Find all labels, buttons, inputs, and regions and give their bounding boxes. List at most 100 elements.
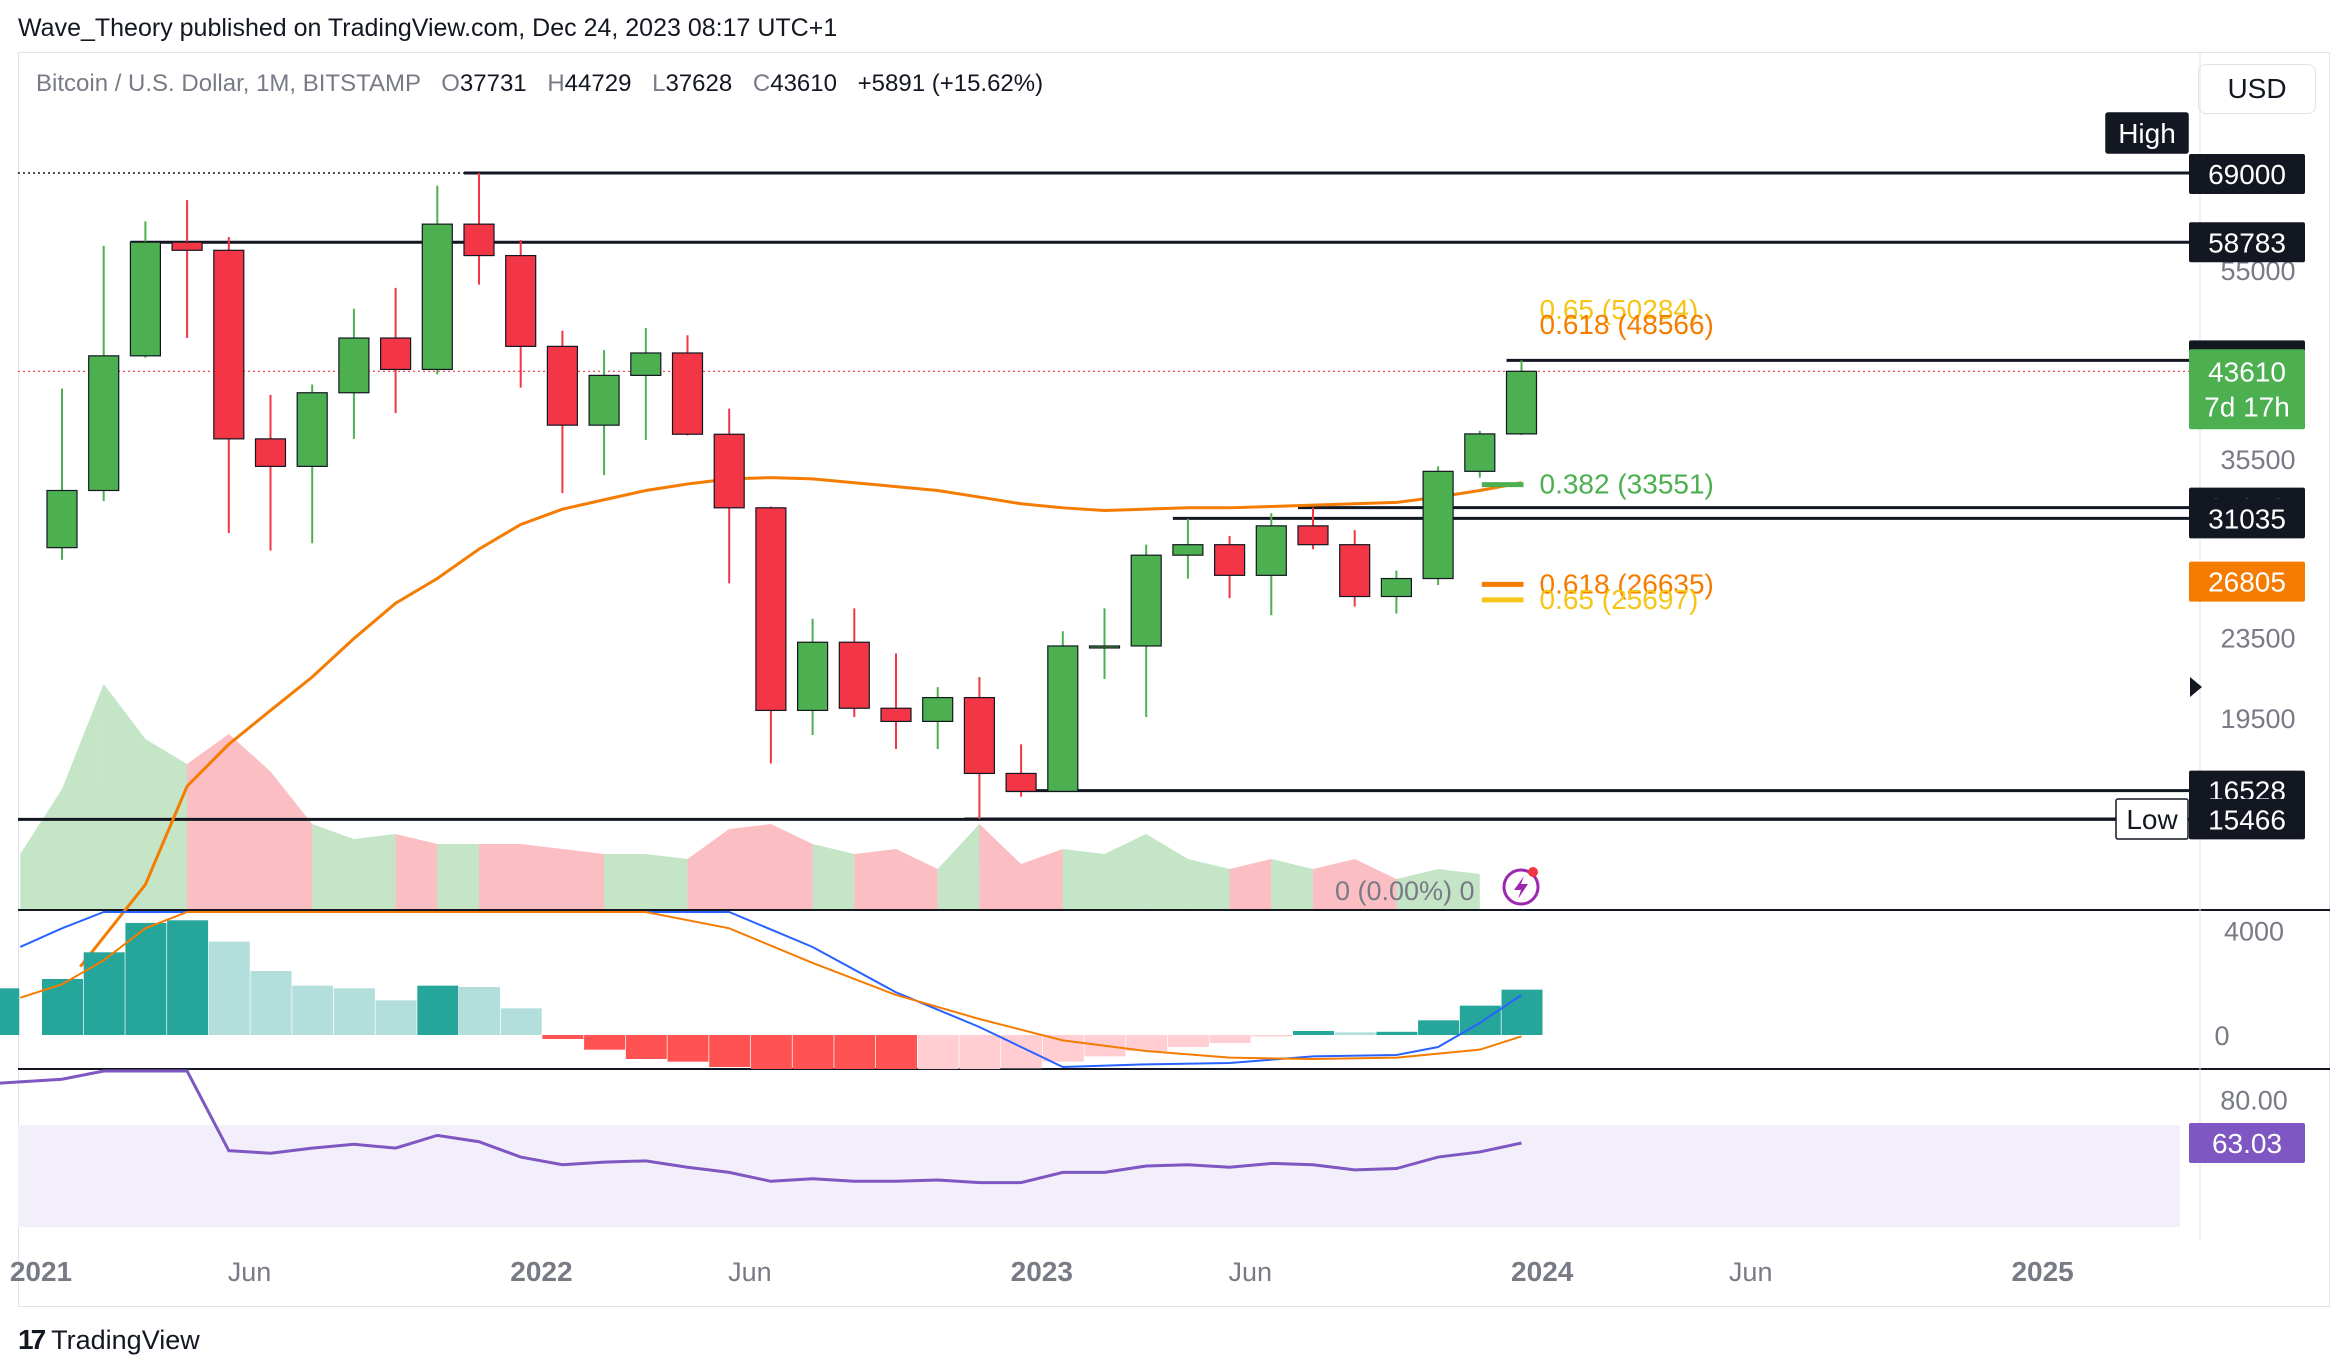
change-value: +5891 (+15.62%) <box>857 70 1044 97</box>
volume-area-segment <box>145 739 188 909</box>
price-label-box <box>2189 498 2305 539</box>
macd-histogram-bar <box>375 1000 417 1035</box>
volume-area-segment <box>812 844 855 909</box>
macd-line <box>19 911 1523 1069</box>
macd-histogram-bar <box>834 1035 876 1069</box>
macd-histogram-bar <box>542 1035 584 1040</box>
candle-body <box>380 337 412 371</box>
currency-selector[interactable]: USD <box>2198 64 2316 114</box>
macd-histogram-bar <box>333 988 375 1035</box>
volume-area-segment <box>353 834 396 909</box>
volume-area-segment <box>1396 869 1439 909</box>
macd-histogram-bar <box>208 941 250 1035</box>
countdown-label: 7d 17h <box>2204 391 2290 422</box>
volume-area-segment <box>1187 859 1230 909</box>
price-label-box <box>2189 154 2305 194</box>
macd-histogram-bar <box>584 1035 626 1050</box>
price-label: 15466 <box>2208 804 2286 835</box>
candle-body <box>1505 370 1538 435</box>
macd-histogram-bar <box>42 978 83 1035</box>
candle-body <box>1005 772 1037 792</box>
scroll-to-realtime-icon <box>2190 677 2202 697</box>
volume-area-segment <box>1438 869 1480 909</box>
candle-body <box>1339 544 1371 598</box>
lightning-icon <box>1514 876 1528 899</box>
tradingview-brand: TradingView <box>51 1324 200 1355</box>
low-label: L <box>652 70 666 97</box>
price-tag-box <box>2105 112 2189 154</box>
volume-area-segment <box>1146 834 1188 909</box>
rsi-line <box>0 1069 1522 1185</box>
close-label: C <box>752 70 771 97</box>
candle-body <box>213 249 245 440</box>
macd-axis-tick: 0 <box>2214 1021 2229 1051</box>
macd-histogram-bar <box>625 1035 667 1060</box>
time-axis-label: Jun <box>728 1257 772 1287</box>
time-axis-label: 2025 <box>2011 1256 2073 1287</box>
volume-area-segment <box>187 734 229 909</box>
macd-histogram-bar <box>0 988 20 1035</box>
candle-body <box>46 489 78 549</box>
macd-histogram-bar <box>917 1035 959 1069</box>
candle-body <box>880 707 912 723</box>
candle-body <box>421 223 453 371</box>
price-axis-tick: 35500 <box>2220 445 2295 475</box>
candle-body <box>1172 544 1204 556</box>
volume-area-segment <box>770 824 813 909</box>
close-value: 43610 <box>770 70 837 97</box>
price-label-box <box>2189 799 2305 840</box>
candle-body <box>588 374 620 426</box>
symbol-name[interactable]: Bitcoin / U.S. Dollar, 1M, BITSTAMP <box>36 70 421 97</box>
macd-histogram-bar <box>1418 1020 1460 1035</box>
fib-label: 0.65 (50284) <box>1540 294 1699 325</box>
rsi-band <box>18 1125 2180 1228</box>
candle-body <box>1047 645 1079 792</box>
macd-histogram-bar <box>459 986 500 1035</box>
volume-area-segment <box>896 849 938 909</box>
low-value: 37628 <box>665 70 733 97</box>
open-label: O <box>441 70 460 97</box>
fib-label: 0.618 (26635) <box>1540 568 1714 599</box>
candle-body <box>1297 525 1329 546</box>
tradingview-logo-icon: 17 <box>18 1324 46 1355</box>
rsi-value-box <box>2189 1123 2305 1164</box>
volume-legend: 0 (0.00%) 0 <box>1335 876 1475 906</box>
candle-body <box>630 352 662 376</box>
fib-label: 0.65 (25697) <box>1540 584 1699 615</box>
ema-line <box>79 476 1522 968</box>
volume-area-segment <box>729 824 771 909</box>
candle-body <box>1464 433 1496 472</box>
macd-histogram-bar <box>667 1035 709 1062</box>
time-axis-label: 2022 <box>510 1256 572 1287</box>
macd-histogram-bar <box>1209 1035 1251 1044</box>
macd-histogram-bar <box>125 922 167 1035</box>
candle-body <box>1422 470 1454 580</box>
open-value: 37731 <box>459 70 527 97</box>
macd-histogram-bar <box>83 952 125 1035</box>
volume-area-segment <box>1104 834 1147 909</box>
fib-label: 0.382 (33551) <box>1540 469 1714 500</box>
price-label: 26805 <box>2208 567 2286 598</box>
rsi-axis-tick: 80.00 <box>2220 1086 2288 1116</box>
volume-area-segment <box>479 844 521 909</box>
candle-body <box>1213 544 1246 576</box>
volume-area-segment <box>270 771 313 909</box>
volume-area-segment <box>979 824 1022 909</box>
volume-area-segment <box>1229 859 1272 909</box>
price-label: 31035 <box>2208 503 2286 534</box>
volume-area-segment <box>645 854 688 909</box>
rsi-value-label: 63.03 <box>2212 1128 2282 1159</box>
candle-body <box>713 433 745 509</box>
price-axis-tick: 19500 <box>2220 704 2295 734</box>
time-axis-label: 2021 <box>10 1256 72 1287</box>
candle-body <box>505 254 537 347</box>
time-axis-label: Jun <box>1229 1257 1273 1287</box>
macd-histogram-bar <box>1376 1031 1418 1035</box>
candle-body <box>296 392 328 467</box>
macd-histogram-bar <box>709 1035 751 1068</box>
volume-area-segment <box>437 844 479 909</box>
macd-axis-tick: 4000 <box>2224 916 2284 946</box>
price-label: 58783 <box>2208 227 2286 258</box>
macd-histogram-bar <box>1293 1030 1334 1035</box>
